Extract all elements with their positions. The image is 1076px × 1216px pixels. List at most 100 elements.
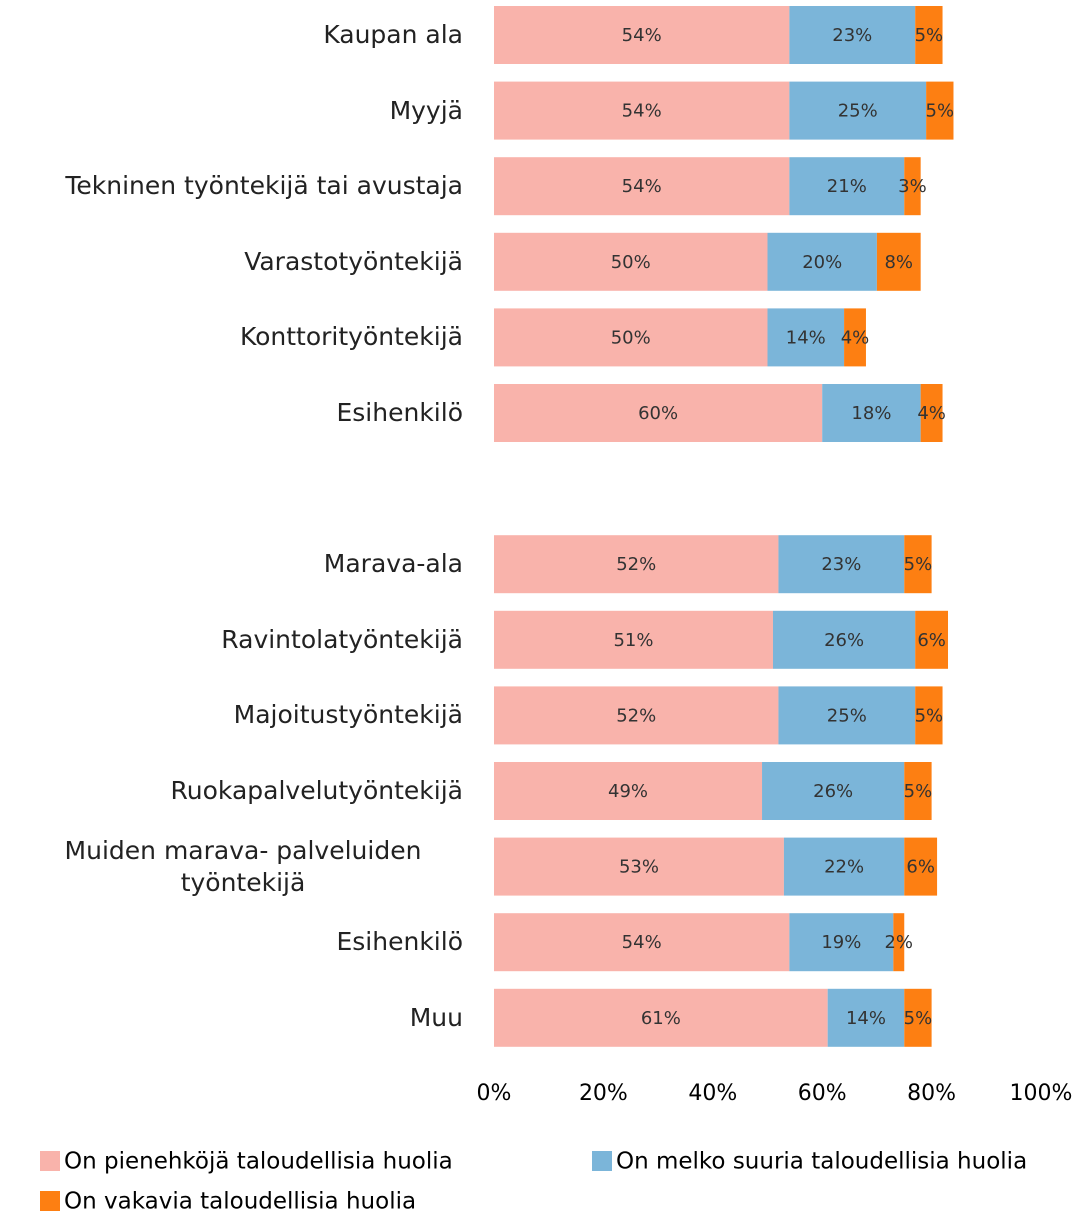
legend-swatch <box>40 1151 60 1171</box>
bar-segment <box>827 988 905 1047</box>
data-label: 4% <box>917 403 946 424</box>
data-label: 51% <box>613 630 653 651</box>
bar-segment <box>844 308 866 367</box>
bar-segment <box>494 610 773 669</box>
data-label: 52% <box>616 705 656 726</box>
data-label: 54% <box>622 176 662 197</box>
y-tick-text: Kaupan ala <box>323 20 463 49</box>
y-tick-label: Esihenkilö <box>0 397 463 429</box>
y-tick-label: Esihenkilö <box>0 926 463 958</box>
y-tick-text: Myyjä <box>389 95 463 125</box>
x-tick-label: 40% <box>688 1081 737 1106</box>
legend-label: On melko suuria taloudellisia huolia <box>616 1149 1027 1175</box>
bar-segment <box>926 81 954 140</box>
y-tick-label: Kaupan ala <box>0 19 463 51</box>
bar-segment <box>494 837 784 896</box>
bar-segment <box>915 686 943 745</box>
y-tick-label: Majoitustyöntekijä <box>0 699 463 731</box>
bar-segment <box>494 535 779 594</box>
data-label: 25% <box>827 705 867 726</box>
bar-segment <box>494 762 763 820</box>
x-tick-label: 0% <box>477 1081 512 1106</box>
data-label: 54% <box>622 101 662 122</box>
x-tick-label: 80% <box>907 1081 956 1106</box>
bar-segment <box>915 610 949 669</box>
y-tick-label: Varastotyöntekijä <box>0 246 463 278</box>
bar-segment <box>783 837 905 896</box>
y-tick-text: Majoitustyöntekijä <box>233 700 463 730</box>
bar-segment <box>767 308 845 367</box>
y-tick-text: Muu <box>409 1002 463 1032</box>
data-label: 2% <box>884 932 913 953</box>
data-label: 14% <box>846 1008 886 1029</box>
data-label: 25% <box>838 101 878 122</box>
bar-segment <box>494 157 790 216</box>
legend-label: On vakavia taloudellisia huolia <box>64 1189 416 1215</box>
bar-segment <box>494 308 768 367</box>
bar-segment <box>767 232 877 291</box>
bar-segment <box>494 686 779 745</box>
bar-segment <box>494 988 828 1047</box>
x-tick-label: 100% <box>1010 1081 1073 1106</box>
legend-swatch <box>40 1191 60 1211</box>
bar-segment <box>762 762 905 820</box>
bar-segment <box>494 384 823 442</box>
y-tick-text: Esihenkilö <box>336 398 463 427</box>
data-label: 52% <box>616 554 656 575</box>
data-label: 20% <box>802 252 842 273</box>
data-label: 5% <box>904 1008 933 1029</box>
bar-segment <box>920 384 943 442</box>
data-label: 50% <box>611 252 651 273</box>
bar-segment <box>494 232 768 291</box>
data-label: 4% <box>841 327 870 348</box>
data-label: 18% <box>851 403 891 424</box>
data-label: 8% <box>884 252 913 273</box>
y-tick-label: Myyjä <box>0 95 463 127</box>
data-label: 5% <box>926 101 955 122</box>
bar-segment <box>772 610 916 669</box>
y-tick-label: Ruokapalvelutyöntekijä <box>0 775 463 807</box>
legend-swatch <box>592 1151 612 1171</box>
bar-segment <box>778 686 916 745</box>
data-label: 50% <box>611 327 651 348</box>
data-label: 21% <box>827 176 867 197</box>
y-tick-label: Ravintolatyöntekijä <box>0 624 463 656</box>
data-label: 26% <box>824 630 864 651</box>
data-label: 23% <box>821 554 861 575</box>
y-tick-text: Ravintolatyöntekijä <box>221 624 463 654</box>
data-label: 23% <box>832 25 872 46</box>
data-label: 5% <box>915 705 944 726</box>
bar-segment <box>904 988 932 1047</box>
bar-segment <box>789 6 916 64</box>
bar-segment <box>822 384 921 442</box>
y-tick-text: Varastotyöntekijä <box>244 246 463 276</box>
y-tick-label: Konttorityöntekijä <box>0 321 463 353</box>
data-label: 6% <box>917 630 946 651</box>
x-tick-label: 60% <box>798 1081 847 1106</box>
y-tick-text: Muiden marava- palveluiden työntekijä <box>64 835 422 897</box>
data-label: 14% <box>786 327 826 348</box>
bar-segment <box>494 6 790 64</box>
bar-segment <box>494 81 790 140</box>
bar-segment <box>789 913 894 972</box>
data-label: 5% <box>904 554 933 575</box>
bar-segment <box>876 232 921 291</box>
data-label: 49% <box>608 781 648 802</box>
y-tick-label: Muiden marava- palveluiden työntekijä <box>0 835 463 899</box>
y-tick-label: Muu <box>0 1002 463 1034</box>
data-label: 5% <box>915 25 944 46</box>
legend-label: On pienehköjä taloudellisia huolia <box>64 1149 453 1175</box>
bar-segment <box>904 157 921 216</box>
bar-segment <box>904 535 932 594</box>
data-label: 19% <box>821 932 861 953</box>
data-label: 6% <box>906 857 935 878</box>
data-label: 61% <box>641 1008 681 1029</box>
x-tick-label: 20% <box>579 1081 628 1106</box>
y-tick-text: Tekninen työntekijä tai avustaja <box>65 171 463 201</box>
y-tick-text: Ruokapalvelutyöntekijä <box>170 776 463 805</box>
bar-segment <box>789 157 905 216</box>
y-tick-label: Tekninen työntekijä tai avustaja <box>0 170 463 202</box>
y-tick-text: Esihenkilö <box>336 927 463 957</box>
bar-segment <box>904 762 932 820</box>
